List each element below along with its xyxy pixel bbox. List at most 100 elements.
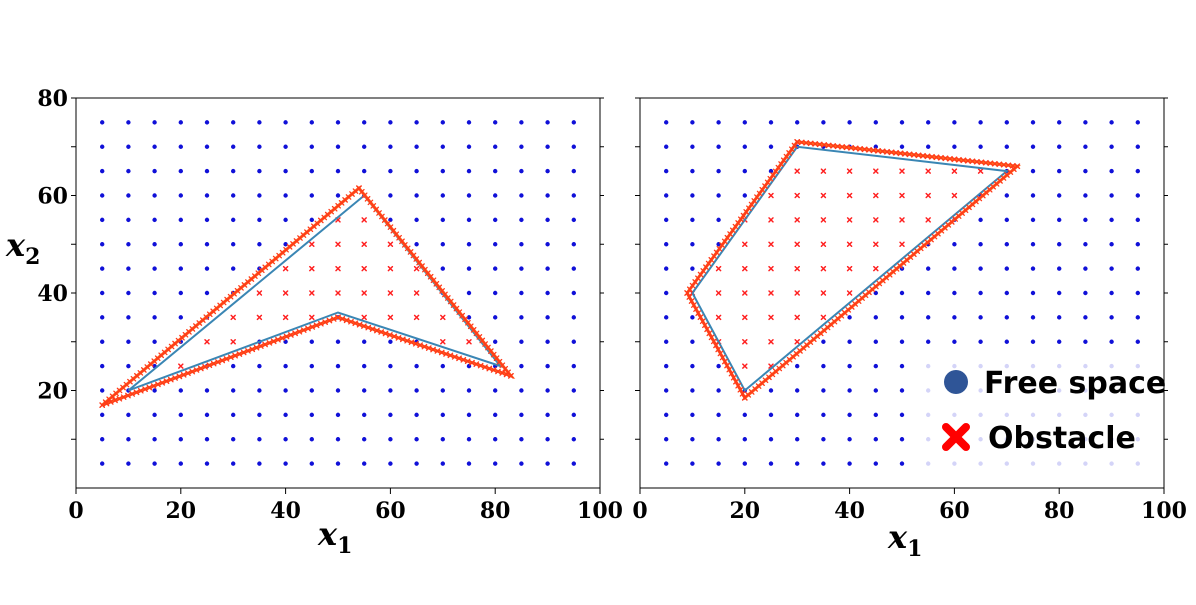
left-boundary-marker	[232, 352, 238, 359]
right-boundary-marker-stroke-b	[703, 264, 709, 271]
right-obstacle-point	[742, 314, 748, 321]
left-free-point	[388, 193, 393, 198]
right-obstacle-point-stroke-b	[768, 217, 774, 223]
right-free-point	[899, 290, 905, 296]
right-free-point	[847, 412, 852, 418]
right-boundary-marker-stroke-b	[708, 256, 715, 263]
right-boundary-marker-stroke-b	[791, 142, 798, 149]
left-free-point	[493, 437, 498, 442]
right-free-point	[1135, 363, 1141, 369]
right-free-point	[821, 120, 826, 125]
left-free-point	[493, 120, 498, 125]
right-boundary-marker-stroke-b	[688, 298, 695, 304]
right-obstacle-point-stroke-b	[873, 241, 879, 247]
left-boundary-marker	[279, 335, 286, 341]
right-boundary-marker	[920, 152, 926, 159]
left-free-point	[204, 437, 210, 442]
left-ytick-label: 20	[37, 379, 68, 405]
right-boundary-marker-stroke-b	[741, 394, 748, 401]
left-free-point	[257, 412, 262, 418]
left-boundary-marker	[133, 389, 140, 396]
right-free-point	[821, 437, 826, 442]
right-boundary-marker-stroke-b	[693, 306, 699, 312]
left-boundary-marker	[99, 402, 106, 408]
left-obstacle-point-stroke-b	[178, 363, 184, 369]
right-obstacle-point	[820, 290, 827, 296]
right-boundary-marker-stroke-b	[710, 338, 717, 345]
right-free-point	[978, 120, 983, 125]
left-free-point	[362, 388, 367, 393]
right-obstacle-point-stroke-b	[951, 168, 958, 174]
right-obstacle-point-stroke-b	[768, 265, 774, 272]
right-boundary-marker	[708, 256, 715, 263]
right-boundary-marker	[969, 158, 976, 165]
right-boundary-marker-stroke-b	[987, 160, 994, 167]
legend-free-space-marker	[944, 370, 968, 394]
right-free-point	[1004, 339, 1009, 344]
right-boundary-marker	[807, 140, 814, 147]
right-boundary-marker	[991, 160, 998, 167]
left-free-point	[335, 168, 341, 174]
left-free-point	[466, 120, 472, 125]
left-boundary-marker-stroke-b	[107, 399, 114, 405]
right-free-point	[978, 461, 983, 466]
left-free-point	[362, 168, 367, 174]
right-boundary-marker	[759, 186, 766, 193]
right-free-point	[1057, 388, 1062, 393]
right-boundary-marker-stroke-b	[743, 209, 750, 215]
left-boundary-marker	[412, 340, 419, 347]
right-xtick-label: 0	[632, 498, 647, 524]
left-free-point	[571, 168, 576, 174]
right-obstacle-point-stroke-b	[846, 290, 853, 296]
right-boundary-marker-stroke-b	[695, 310, 702, 317]
left-free-point	[100, 120, 105, 125]
left-free-point	[440, 363, 445, 369]
left-free-point	[178, 120, 183, 125]
left-free-point	[362, 412, 367, 418]
left-free-point	[283, 461, 288, 466]
left-free-point	[152, 266, 157, 271]
left-boundary-marker-stroke-b	[379, 213, 385, 220]
right-free-point	[1083, 144, 1088, 149]
right-boundary-marker-stroke-b	[875, 147, 881, 154]
legend: Free space Obstacle	[942, 366, 1166, 456]
right-free-point	[1135, 315, 1141, 320]
left-boundary-marker	[399, 336, 406, 343]
right-free-point	[1109, 412, 1114, 418]
right-boundary-marker-stroke-b	[893, 149, 899, 156]
left-obstacle-point-stroke-b	[387, 314, 394, 321]
right-boundary-marker-stroke-b	[702, 322, 708, 329]
right-boundary-marker	[730, 374, 737, 381]
right-free-point	[1135, 242, 1141, 247]
legend-obstacle-label: Obstacle	[988, 421, 1136, 456]
left-boundary-marker-stroke-b	[150, 383, 157, 389]
left-free-point	[362, 339, 367, 344]
left-boundary-marker	[404, 337, 411, 344]
right-boundary-markers	[684, 139, 1021, 401]
left-boundary-marker-stroke-b	[361, 323, 367, 330]
right-boundary-marker	[692, 279, 699, 285]
right-free-point	[1135, 461, 1141, 466]
left-free-point	[493, 193, 498, 198]
right-obstacle-point	[794, 217, 800, 223]
left-free-point	[440, 412, 445, 418]
right-boundary-marker	[852, 145, 859, 152]
left-boundary-marker-stroke-b	[339, 315, 346, 322]
left-free-point	[519, 388, 524, 393]
right-obstacle-point	[951, 168, 958, 174]
left-free-point	[388, 120, 393, 125]
left-boundary-marker	[503, 371, 510, 378]
right-obstacle-point-stroke-b	[768, 314, 774, 321]
left-free-point	[388, 168, 393, 174]
right-boundary-marker-stroke-b	[843, 144, 850, 151]
left-boundary-marker	[469, 359, 475, 366]
right-xlabel: x1	[887, 518, 922, 562]
right-free-point	[899, 363, 905, 369]
left-boundary-marker-stroke-b	[486, 365, 493, 372]
right-free-point	[847, 461, 852, 466]
right-obstacle-point-stroke-b	[925, 168, 931, 174]
left-free-point	[231, 144, 236, 149]
right-free-point	[1109, 144, 1114, 149]
left-free-point	[100, 193, 105, 198]
left-obstacle-point	[309, 265, 315, 272]
